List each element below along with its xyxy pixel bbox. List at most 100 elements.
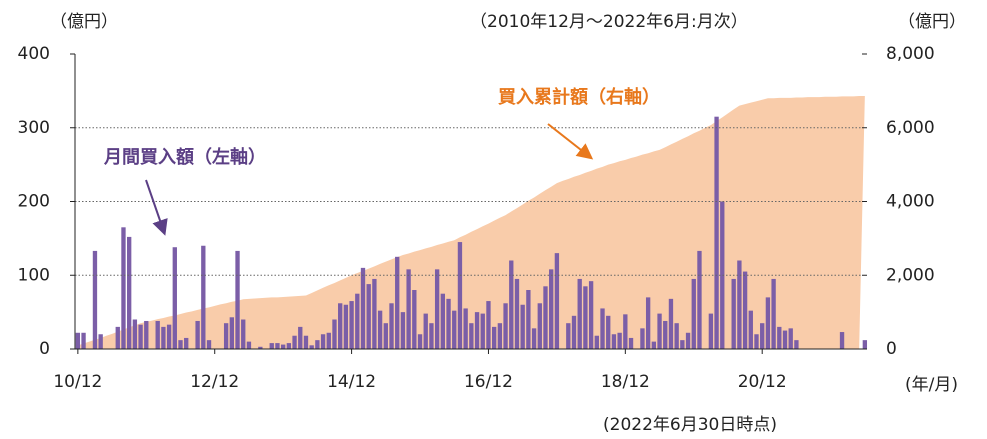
- x-tick-label: 12/12: [190, 372, 239, 392]
- bar: [606, 315, 611, 349]
- x-tick-label: 18/12: [601, 372, 650, 392]
- bar: [594, 335, 599, 349]
- annotation-arrow: [547, 123, 594, 160]
- bar: [303, 335, 309, 349]
- bar: [326, 332, 331, 349]
- bar: [714, 116, 719, 349]
- bar: [343, 304, 349, 349]
- bar: [691, 278, 696, 349]
- bar: [685, 332, 691, 349]
- bar: [645, 297, 651, 349]
- bar: [760, 323, 765, 349]
- series-annotation: 月間買入額（左軸）: [103, 146, 266, 168]
- bar: [674, 323, 679, 349]
- y2-tick-label: 8,000: [886, 44, 935, 64]
- bar: [332, 319, 337, 349]
- bar: [588, 281, 594, 349]
- bar: [258, 346, 263, 349]
- bar: [389, 303, 394, 349]
- bar: [417, 334, 423, 349]
- bar: [360, 267, 366, 349]
- series-annotation: 買入累計額（右軸）: [498, 86, 660, 108]
- bar: [474, 312, 480, 349]
- bar: [206, 340, 212, 349]
- bar: [235, 250, 240, 349]
- bar: [155, 320, 160, 349]
- bar: [480, 313, 485, 349]
- bar: [406, 269, 411, 349]
- bar: [771, 278, 776, 349]
- bar: [309, 345, 314, 349]
- bar: [241, 319, 246, 349]
- bar: [651, 341, 657, 349]
- bar: [429, 323, 434, 349]
- x-tick-label: 20/12: [738, 372, 787, 392]
- annotation-arrow: [145, 179, 168, 236]
- right-unit: （億円）: [898, 12, 966, 32]
- bar: [395, 256, 400, 349]
- bar: [446, 298, 451, 349]
- footnote: (2022年6月30日時点): [603, 415, 777, 435]
- bar: [463, 308, 468, 349]
- x-unit: (年/月): [905, 375, 958, 395]
- bar: [731, 278, 736, 349]
- bar: [184, 337, 189, 349]
- bar: [366, 284, 371, 349]
- bar: [600, 308, 605, 349]
- bar: [338, 303, 343, 349]
- bar: [280, 344, 286, 349]
- bar: [469, 323, 474, 349]
- bar: [566, 323, 571, 349]
- bar: [503, 303, 508, 349]
- bar: [121, 227, 126, 349]
- bar: [286, 343, 292, 349]
- bar: [372, 278, 377, 349]
- bar: [115, 326, 120, 349]
- cumulative-area: [77, 96, 865, 349]
- bar: [788, 328, 793, 349]
- bar: [491, 326, 497, 349]
- bar: [457, 242, 463, 349]
- bar: [531, 328, 537, 349]
- bar: [320, 334, 326, 349]
- bar: [520, 304, 525, 349]
- bar: [201, 245, 206, 349]
- bar: [127, 236, 132, 349]
- bar: [748, 310, 753, 349]
- bar: [514, 278, 520, 349]
- bar: [92, 250, 98, 349]
- bar: [172, 247, 177, 349]
- bar: [708, 313, 714, 349]
- bar: [794, 340, 799, 349]
- bar: [81, 332, 86, 349]
- bar: [754, 334, 759, 349]
- bar: [526, 290, 531, 349]
- bar: [440, 293, 446, 349]
- bar: [617, 332, 622, 349]
- bar: [383, 323, 388, 349]
- bar: [611, 334, 617, 349]
- bar: [680, 340, 685, 349]
- bar: [75, 332, 81, 349]
- bar: [98, 334, 103, 349]
- bar: [497, 323, 503, 349]
- bar: [862, 340, 868, 349]
- y2-tick-label: 6,000: [886, 118, 935, 138]
- bar: [423, 313, 428, 349]
- bar: [571, 315, 577, 349]
- bar: [434, 269, 440, 349]
- bar: [452, 310, 457, 349]
- bar: [275, 343, 280, 349]
- bar: [549, 269, 554, 349]
- bar: [737, 260, 742, 349]
- bar: [765, 297, 771, 349]
- bar: [132, 319, 138, 349]
- bar: [657, 313, 662, 349]
- subtitle: （2010年12月～2022年6月:月次）: [470, 12, 748, 32]
- bar: [640, 328, 645, 349]
- x-tick-label: 10/12: [53, 372, 102, 392]
- bar: [292, 335, 297, 349]
- y-tick-label: 0: [39, 339, 50, 359]
- x-tick-label: 16/12: [464, 372, 513, 392]
